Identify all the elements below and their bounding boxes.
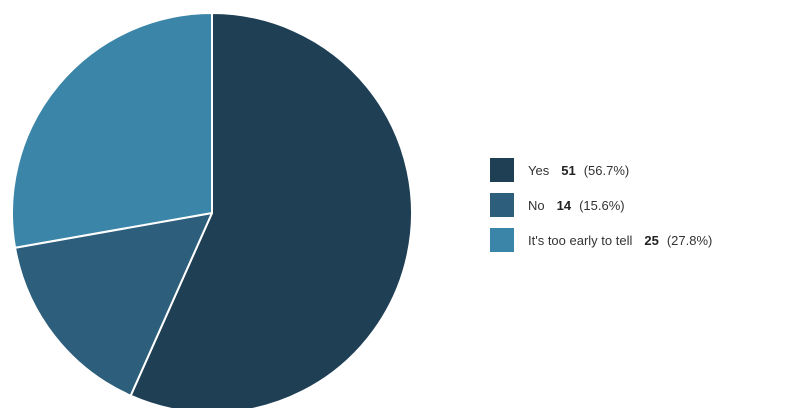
legend-value-2: 25 [644, 233, 658, 248]
pie-slices [11, 12, 413, 408]
legend-percent-0: (56.7%) [584, 163, 630, 178]
legend-label-2: It's too early to tell [528, 233, 632, 248]
legend-item-2: It's too early to tell 25 (27.8%) [490, 228, 712, 252]
pie-slice-2 [11, 12, 213, 249]
legend-swatch-2 [490, 228, 514, 252]
pie-slice-1 [14, 212, 213, 397]
pie-slice-0 [129, 12, 413, 408]
legend-swatch-0 [490, 158, 514, 182]
legend-text-0: Yes 51 (56.7%) [528, 163, 629, 178]
legend-label-0: Yes [528, 163, 550, 178]
legend-value-0: 51 [561, 163, 575, 178]
legend-text-2: It's too early to tell 25 (27.8%) [528, 233, 712, 248]
legend-item-0: Yes 51 (56.7%) [490, 158, 629, 182]
legend-text-1: No 14 (15.6%) [528, 198, 625, 213]
legend-swatch-1 [490, 193, 514, 217]
legend-label-1: No [528, 198, 545, 213]
legend-percent-1: (15.6%) [579, 198, 625, 213]
legend-value-1: 14 [557, 198, 572, 213]
legend: Yes 51 (56.7%) No 14 (15.6%) It's too early to… [490, 158, 712, 252]
legend-percent-2: (27.8%) [667, 233, 713, 248]
legend-item-1: No 14 (15.6%) [490, 193, 625, 217]
